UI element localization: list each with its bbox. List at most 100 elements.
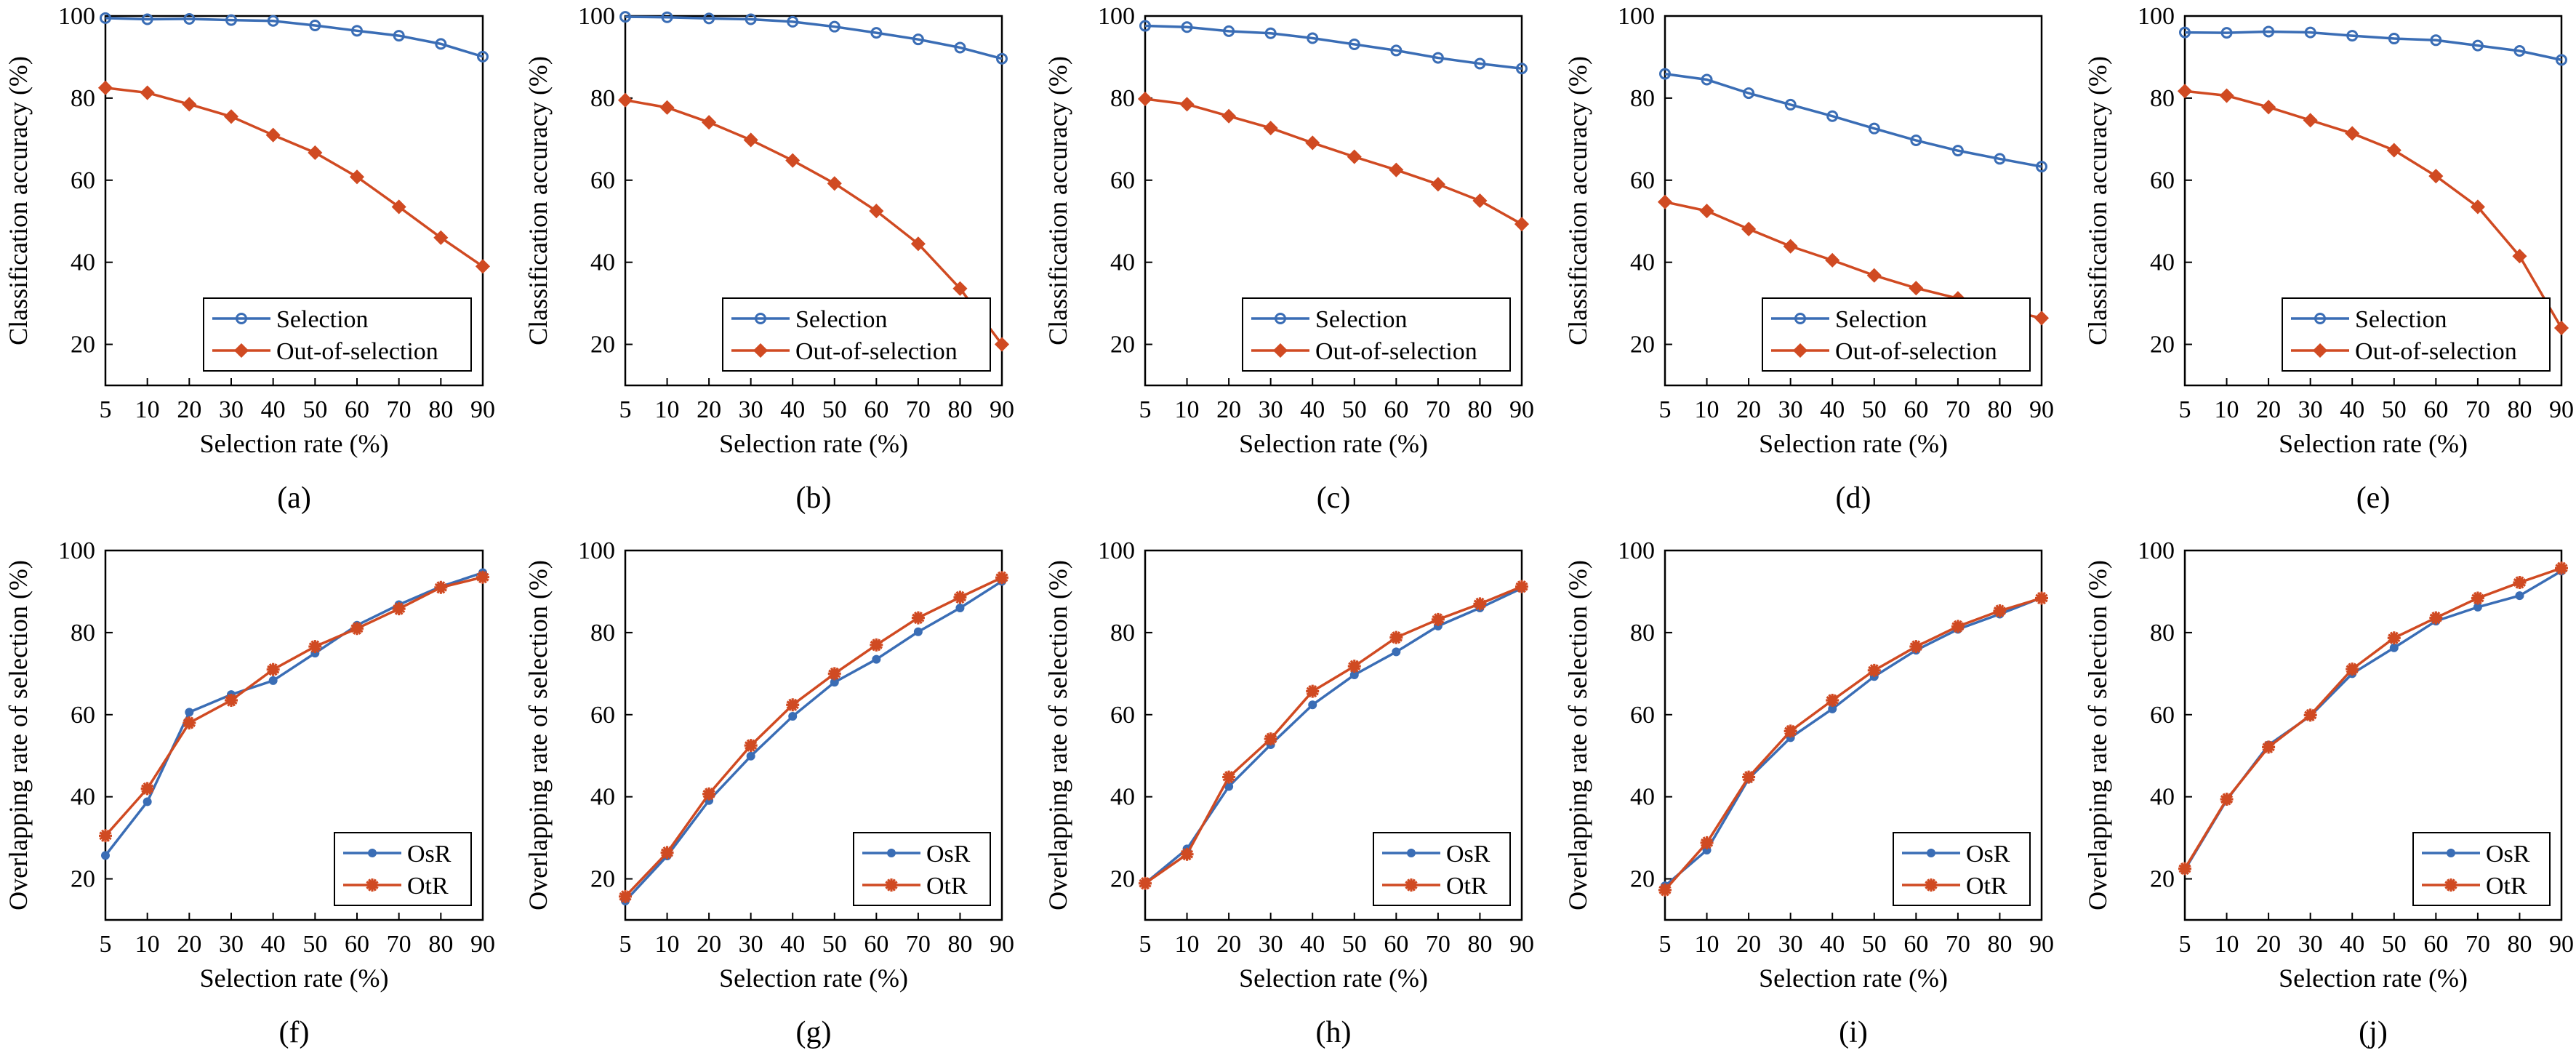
x-tick-label: 10 bbox=[655, 931, 680, 958]
data-point bbox=[2178, 862, 2191, 876]
data-point bbox=[787, 15, 799, 28]
series-osr bbox=[2180, 566, 2566, 875]
y-axis-label: Overlapping rate of selection (%) bbox=[4, 560, 33, 910]
x-tick-label: 5 bbox=[2179, 931, 2191, 958]
x-tick-label: 60 bbox=[1903, 396, 1928, 423]
x-axis-label: Selection rate (%) bbox=[1759, 964, 1948, 993]
data-point bbox=[392, 602, 406, 616]
data-point bbox=[1308, 700, 1317, 710]
x-axis-label: Selection rate (%) bbox=[2279, 964, 2468, 993]
legend-box bbox=[203, 297, 472, 372]
x-tick-label: 40 bbox=[261, 396, 286, 423]
x-axis-label: Selection rate (%) bbox=[719, 964, 908, 993]
series-line bbox=[104, 571, 483, 857]
data-point bbox=[1264, 732, 1277, 746]
legend-entry: OsR bbox=[926, 841, 971, 868]
y-axis-label: Classification accuracy (%) bbox=[4, 56, 33, 345]
x-tick-label: 20 bbox=[1736, 931, 1761, 958]
legend: OsR OtR bbox=[1893, 832, 2031, 906]
data-point bbox=[1181, 21, 1193, 33]
data-point bbox=[2513, 44, 2526, 57]
x-tick-label: 70 bbox=[387, 931, 412, 958]
data-point bbox=[1741, 221, 1757, 237]
y-tick-label: 80 bbox=[590, 620, 615, 646]
x-tick-label: 70 bbox=[2465, 396, 2490, 423]
data-point bbox=[2303, 113, 2318, 128]
x-tick-label: 60 bbox=[2423, 931, 2448, 958]
x-tick-label: 30 bbox=[219, 931, 244, 958]
legend-entry: Selection bbox=[795, 306, 888, 333]
x-tick-label: 50 bbox=[1862, 396, 1887, 423]
data-point bbox=[182, 97, 197, 112]
data-point bbox=[2515, 591, 2524, 601]
y-tick-label: 40 bbox=[590, 249, 615, 276]
x-axis-label: Selection rate (%) bbox=[1759, 429, 1948, 458]
panel-e: 20 40 60 80 100 5 10 20 30 40 50 60 70 80 90 Selection … bbox=[2083, 3, 2574, 515]
legend-swatch-marker bbox=[2312, 343, 2328, 359]
data-point bbox=[1474, 57, 1486, 70]
x-tick-label: 40 bbox=[1300, 931, 1325, 958]
data-point bbox=[223, 109, 239, 124]
x-axis-label: Selection rate (%) bbox=[1239, 429, 1428, 458]
panel-g: 20 40 60 80 100 5 10 20 30 40 50 60 70 80 90 Selection … bbox=[523, 537, 1014, 1049]
x-tick-label: 90 bbox=[990, 931, 1014, 958]
y-tick-label: 40 bbox=[1630, 784, 1655, 811]
legend-swatch-marker bbox=[1792, 343, 1808, 359]
data-point bbox=[2429, 611, 2443, 625]
series-out-of-selection bbox=[97, 80, 491, 274]
plot-area-frame bbox=[104, 15, 484, 387]
legend-entry: OsR bbox=[1966, 841, 2010, 868]
data-point bbox=[2471, 39, 2484, 52]
data-point bbox=[1826, 110, 1839, 122]
x-tick-label: 40 bbox=[2340, 396, 2364, 423]
data-point bbox=[2471, 591, 2484, 605]
x-tick-label: 50 bbox=[822, 396, 847, 423]
legend: Selection Out-of-selection bbox=[203, 297, 472, 372]
data-point bbox=[659, 100, 675, 115]
x-tick-label: 20 bbox=[2256, 396, 2281, 423]
x-tick-label: 90 bbox=[1509, 931, 1534, 958]
y-tick-label: 100 bbox=[1098, 3, 1135, 30]
x-tick-label: 5 bbox=[1139, 931, 1152, 958]
x-tick-label: 80 bbox=[1987, 931, 2012, 958]
data-point bbox=[2179, 26, 2191, 39]
data-point bbox=[475, 259, 491, 274]
data-point bbox=[702, 115, 717, 130]
data-point bbox=[786, 698, 800, 712]
legend-swatch-marker bbox=[1272, 343, 1288, 359]
y-tick-label: 100 bbox=[58, 3, 95, 30]
x-tick-label: 70 bbox=[906, 931, 931, 958]
data-point bbox=[788, 712, 798, 721]
legend: Selection Out-of-selection bbox=[1242, 297, 1511, 372]
panel-c: 20 40 60 80 100 5 10 20 30 40 50 60 70 80 90 Selection … bbox=[1043, 3, 1534, 515]
series-line bbox=[1144, 585, 1522, 885]
legend-swatch-marker bbox=[2447, 849, 2455, 857]
data-point bbox=[185, 708, 194, 717]
data-point bbox=[1743, 87, 1755, 100]
legend-box bbox=[1242, 297, 1511, 372]
legend-entry: OsR bbox=[2486, 841, 2530, 868]
data-point bbox=[1306, 684, 1320, 698]
data-point bbox=[1392, 647, 1401, 657]
data-point bbox=[1139, 20, 1151, 32]
series-out-of-selection bbox=[2177, 84, 2569, 336]
data-point bbox=[2263, 25, 2275, 38]
legend-entry: Selection bbox=[1835, 306, 1927, 333]
x-tick-label: 10 bbox=[1175, 396, 1200, 423]
data-point bbox=[350, 622, 364, 636]
data-point bbox=[1909, 640, 1923, 654]
x-tick-label: 30 bbox=[219, 396, 244, 423]
y-tick-label: 100 bbox=[1618, 3, 1655, 30]
data-point bbox=[661, 11, 673, 23]
legend-entry: Out-of-selection bbox=[276, 338, 438, 365]
x-tick-label: 80 bbox=[1467, 931, 1492, 958]
x-axis-label: Selection rate (%) bbox=[2279, 429, 2468, 458]
data-point bbox=[1868, 122, 1880, 135]
legend: OsR OtR bbox=[2412, 832, 2551, 906]
data-point bbox=[619, 11, 631, 23]
data-point bbox=[745, 13, 757, 25]
data-point bbox=[2304, 26, 2316, 39]
data-point bbox=[2035, 591, 2048, 605]
y-axis-label: Overlapping rate of selection (%) bbox=[2083, 560, 2112, 910]
x-tick-label: 60 bbox=[1903, 931, 1928, 958]
